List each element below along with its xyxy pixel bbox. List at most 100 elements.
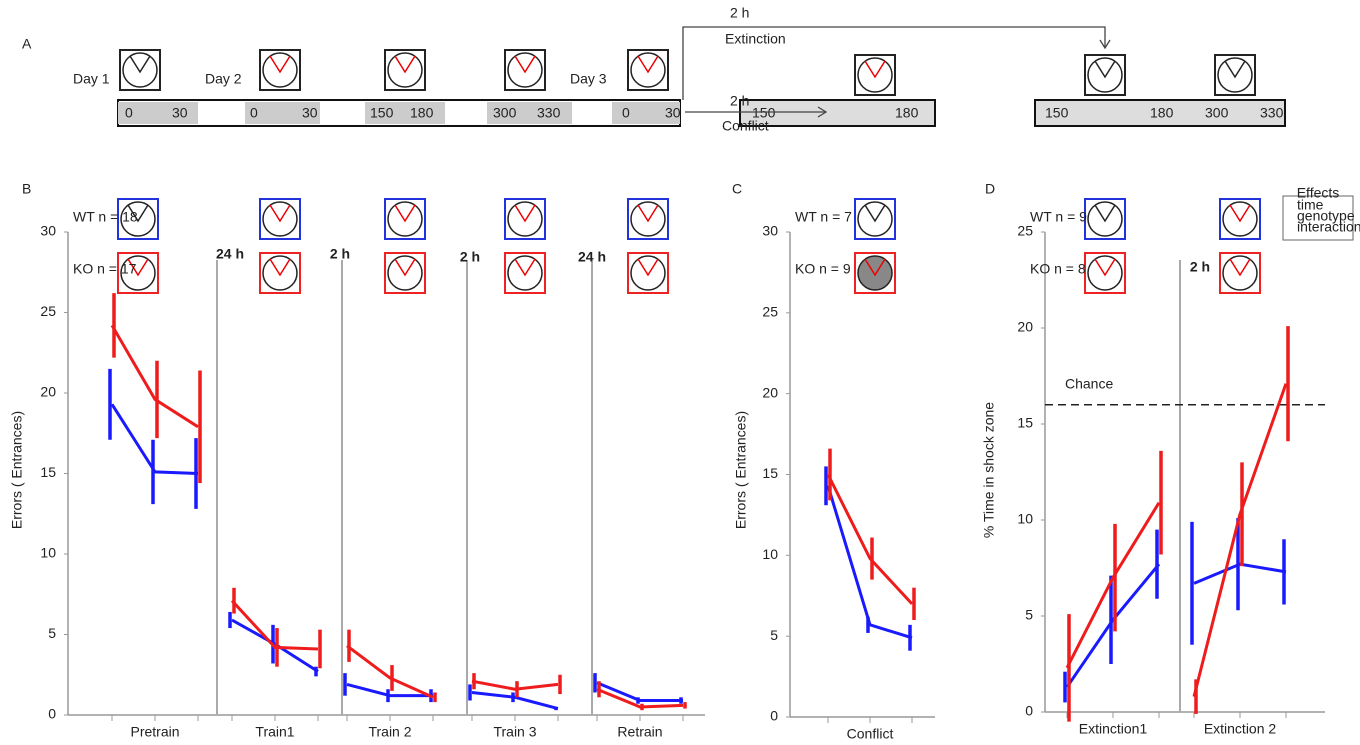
maze-arena bbox=[120, 201, 156, 237]
maze-box bbox=[504, 252, 546, 294]
maze-arena bbox=[1087, 255, 1123, 291]
maze-box bbox=[1084, 54, 1126, 96]
conflict-timeline bbox=[739, 99, 936, 127]
arrow-time: 2 h bbox=[730, 93, 749, 109]
maze-box bbox=[384, 49, 426, 91]
shock-zone bbox=[1094, 60, 1116, 79]
y-tick-label: 10 bbox=[40, 545, 56, 561]
shock-zone bbox=[269, 204, 291, 223]
maze-arena bbox=[1222, 255, 1258, 291]
series-line bbox=[826, 473, 914, 605]
x-tick-label: Extinction1 bbox=[1079, 721, 1148, 737]
maze-arena bbox=[507, 255, 543, 291]
timeline-tick: 330 bbox=[1260, 105, 1284, 121]
maze-box bbox=[259, 198, 301, 240]
series-line bbox=[596, 681, 683, 703]
y-tick-label: 30 bbox=[762, 223, 778, 239]
shock-zone bbox=[269, 55, 291, 74]
timeline-tick: 30 bbox=[172, 105, 188, 121]
timeline-tick: 300 bbox=[1205, 105, 1229, 121]
day-label: Day 1 bbox=[73, 71, 110, 87]
maze-arena bbox=[262, 255, 298, 291]
panel-label: B bbox=[22, 181, 31, 197]
shock-zone bbox=[514, 258, 536, 277]
shock-zone bbox=[514, 204, 536, 223]
y-tick-label: 25 bbox=[40, 303, 56, 319]
shock-zone bbox=[129, 55, 151, 74]
y-tick-label: 0 bbox=[770, 708, 778, 724]
shock-zone bbox=[864, 204, 886, 223]
maze-arena bbox=[1222, 201, 1258, 237]
timeline-tick: 180 bbox=[1150, 105, 1174, 121]
maze-box bbox=[384, 198, 426, 240]
shock-zone bbox=[1094, 204, 1116, 223]
maze-arena bbox=[630, 255, 666, 291]
maze-arena bbox=[1087, 201, 1123, 237]
maze-arena bbox=[630, 201, 666, 237]
maze-arena bbox=[507, 52, 543, 88]
maze-arena bbox=[857, 255, 893, 291]
arrow-head bbox=[817, 106, 828, 118]
timeline-tick: 330 bbox=[537, 105, 561, 121]
legend-entry: KO n = 9 bbox=[795, 261, 851, 277]
y-tick-label: 25 bbox=[1017, 223, 1033, 239]
maze-box bbox=[1084, 252, 1126, 294]
y-axis-label: % Time in shock zone bbox=[981, 402, 997, 538]
timeline-tick: 150 bbox=[1045, 105, 1069, 121]
maze-box bbox=[627, 49, 669, 91]
maze-box bbox=[1219, 252, 1261, 294]
timeline-segment bbox=[487, 102, 572, 124]
y-axis-label: Errors ( Entrances) bbox=[9, 411, 25, 529]
shock-zone bbox=[394, 258, 416, 277]
shock-zone bbox=[1229, 258, 1251, 277]
y-tick-label: 15 bbox=[762, 465, 778, 481]
x-tick-label: Extinction 2 bbox=[1204, 721, 1277, 737]
series-line bbox=[471, 679, 559, 691]
shock-zone bbox=[394, 204, 416, 223]
series-line bbox=[110, 324, 199, 429]
y-tick-label: 15 bbox=[1017, 415, 1033, 431]
shock-zone bbox=[864, 258, 886, 277]
x-tick-label: Train 3 bbox=[493, 724, 536, 740]
arrow bbox=[682, 26, 1106, 100]
timeline-segment bbox=[612, 102, 680, 124]
maze-box bbox=[1084, 198, 1126, 240]
maze-box bbox=[117, 252, 159, 294]
shock-zone bbox=[864, 60, 886, 79]
legend-entry: WT n = 18 bbox=[73, 209, 138, 225]
shock-zone bbox=[637, 258, 659, 277]
interval-label: 24 h bbox=[578, 249, 606, 265]
timeline-segment bbox=[118, 102, 198, 124]
series-line bbox=[230, 599, 319, 651]
timeline-tick: 30 bbox=[665, 105, 681, 121]
maze-box bbox=[854, 198, 896, 240]
day-label: Day 2 bbox=[205, 71, 242, 87]
effects-box bbox=[1282, 195, 1354, 241]
legend-entry: KO n = 17 bbox=[73, 261, 137, 277]
maze-arena bbox=[857, 57, 893, 93]
arrow-time: 2 h bbox=[730, 5, 749, 21]
shock-zone bbox=[394, 55, 416, 74]
y-tick-label: 20 bbox=[762, 384, 778, 400]
maze-box bbox=[259, 49, 301, 91]
shock-zone bbox=[637, 55, 659, 74]
maze-box bbox=[259, 252, 301, 294]
timeline-tick: 150 bbox=[370, 105, 394, 121]
shock-zone bbox=[127, 204, 149, 223]
panel-label: C bbox=[732, 181, 742, 197]
shock-zone bbox=[127, 258, 149, 277]
panel-label: A bbox=[22, 36, 32, 52]
maze-box bbox=[1219, 198, 1261, 240]
maze-arena bbox=[387, 255, 423, 291]
maze-arena bbox=[262, 52, 298, 88]
x-tick-label: Retrain bbox=[617, 724, 662, 740]
x-tick-label: Pretrain bbox=[130, 724, 179, 740]
effects-item: time bbox=[1297, 197, 1324, 213]
maze-box bbox=[384, 252, 426, 294]
effects-title: Effects bbox=[1297, 185, 1340, 201]
series-line bbox=[596, 687, 684, 709]
legend-entry: KO n = 8 bbox=[1030, 261, 1086, 277]
maze-arena bbox=[857, 201, 893, 237]
series-line bbox=[1065, 563, 1161, 688]
x-tick-label: Train 2 bbox=[368, 724, 411, 740]
